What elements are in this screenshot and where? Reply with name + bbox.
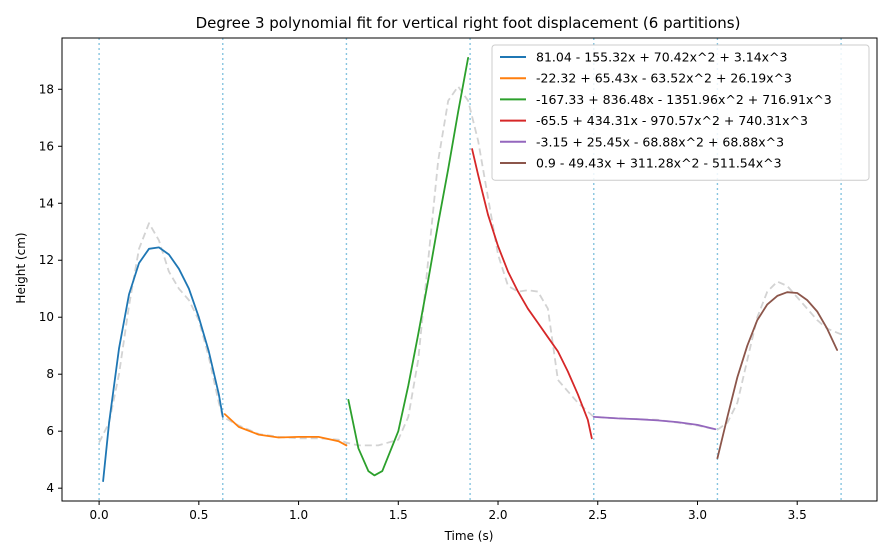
raw-signal-line bbox=[98, 85, 842, 447]
x-tick-label: 3.5 bbox=[788, 508, 807, 522]
plot-area: 0.0 0.5 1.0 1.5 2.0 2.5 3.0 3.5 4 6 8 10 12 14 16 18 bbox=[39, 37, 878, 522]
x-tick-label: 2.5 bbox=[588, 508, 607, 522]
x-tick-label: 2.0 bbox=[488, 508, 507, 522]
fit-line-5 bbox=[592, 416, 717, 431]
y-tick-label: 14 bbox=[39, 196, 54, 210]
fit-line-4 bbox=[471, 148, 593, 440]
legend-box bbox=[491, 44, 870, 181]
y-tick-label: 6 bbox=[46, 424, 54, 438]
x-tick-label: 1.0 bbox=[289, 508, 308, 522]
y-tick-label: 18 bbox=[39, 82, 54, 96]
chart-title: Degree 3 polynomial fit for vertical rig… bbox=[196, 14, 741, 32]
x-tick-label: 0.0 bbox=[90, 508, 109, 522]
partition-boundaries bbox=[98, 38, 842, 501]
legend-label: 0.9 - 49.43x + 311.28x^2 - 511.54x^3 bbox=[536, 156, 782, 171]
y-tick-label: 12 bbox=[39, 253, 54, 267]
x-axis: 0.0 0.5 1.0 1.5 2.0 2.5 3.0 3.5 bbox=[90, 501, 807, 522]
x-tick-label: 0.5 bbox=[189, 508, 208, 522]
plot-frame bbox=[61, 37, 878, 502]
legend-label: -22.32 + 65.43x - 63.52x^2 + 26.19x^3 bbox=[536, 71, 792, 86]
x-axis-label: Time (s) bbox=[444, 529, 494, 543]
fit-series bbox=[102, 57, 838, 482]
raw-signal bbox=[98, 85, 842, 447]
y-tick-label: 10 bbox=[39, 310, 54, 324]
fit-line-3 bbox=[347, 57, 469, 477]
fit-line-6 bbox=[716, 291, 838, 460]
x-tick-label: 1.5 bbox=[389, 508, 408, 522]
y-tick-label: 16 bbox=[39, 139, 54, 153]
fit-line-2 bbox=[223, 413, 348, 447]
legend-label: -3.15 + 25.45x - 68.88x^2 + 68.88x^3 bbox=[536, 134, 784, 149]
legend-label: -167.33 + 836.48x - 1351.96x^2 + 716.91x… bbox=[536, 92, 832, 107]
legend-label: -65.5 + 434.31x - 970.57x^2 + 740.31x^3 bbox=[536, 113, 808, 128]
y-tick-label: 8 bbox=[46, 367, 54, 381]
legend: 81.04 - 155.32x + 70.42x^2 + 3.14x^3 -22.… bbox=[491, 44, 870, 181]
fit-line-1 bbox=[102, 246, 224, 482]
y-axis: 4 6 8 10 12 14 16 18 bbox=[39, 82, 62, 495]
y-tick-label: 4 bbox=[46, 481, 54, 495]
x-tick-label: 3.0 bbox=[688, 508, 707, 522]
y-axis-label: Height (cm) bbox=[14, 232, 28, 303]
legend-label: 81.04 - 155.32x + 70.42x^2 + 3.14x^3 bbox=[536, 50, 787, 65]
